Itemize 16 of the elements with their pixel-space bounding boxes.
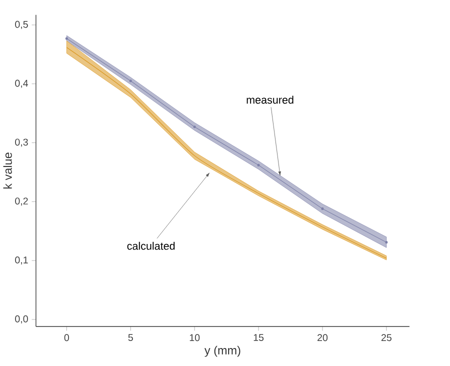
annotation: calculated xyxy=(127,242,175,250)
x-tick-label: 10 xyxy=(190,334,200,342)
x-axis-title: y (mm) xyxy=(204,346,240,357)
x-tick-label: 0 xyxy=(64,334,70,342)
y-tick-label: 0,5 xyxy=(15,21,28,30)
y-tick-label: 0,1 xyxy=(15,256,28,265)
x-tick-label: 15 xyxy=(254,334,264,342)
y-tick-label: 0,4 xyxy=(15,80,28,88)
x-tick-label: 20 xyxy=(318,334,328,342)
y-tick-label: 0,3 xyxy=(15,138,28,147)
y-tick-label: 0,0 xyxy=(15,316,28,324)
y-axis-title: k value xyxy=(3,152,12,189)
x-tick-label: 5 xyxy=(128,334,133,342)
y-tick-label: 0,2 xyxy=(15,198,28,206)
annotation: measured xyxy=(246,96,294,104)
x-tick-label: 25 xyxy=(381,334,392,342)
